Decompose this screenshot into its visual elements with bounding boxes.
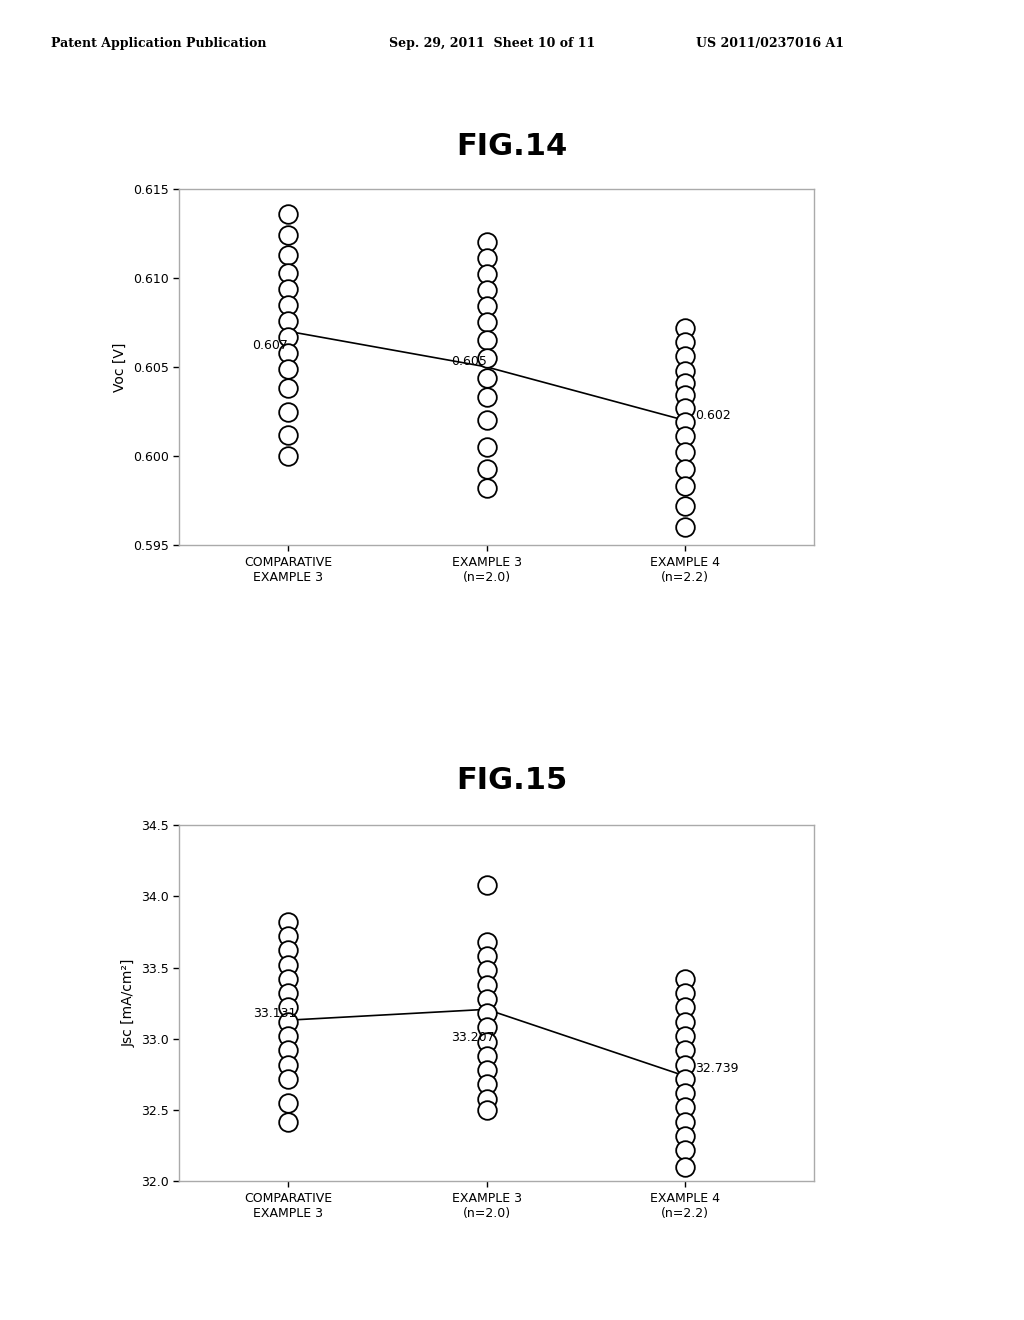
Point bbox=[281, 326, 297, 347]
Text: 32.739: 32.739 bbox=[695, 1063, 738, 1076]
Y-axis label: Voc [V]: Voc [V] bbox=[114, 342, 127, 392]
Point bbox=[478, 264, 495, 285]
Point bbox=[281, 244, 297, 265]
Point bbox=[677, 1011, 693, 1032]
Point bbox=[281, 1093, 297, 1114]
Point bbox=[281, 925, 297, 946]
Point bbox=[677, 372, 693, 393]
Point bbox=[478, 932, 495, 953]
Point bbox=[478, 367, 495, 388]
Point bbox=[281, 982, 297, 1003]
Point bbox=[677, 426, 693, 447]
Point bbox=[478, 409, 495, 430]
Point bbox=[677, 385, 693, 407]
Point bbox=[677, 1082, 693, 1104]
Point bbox=[478, 231, 495, 252]
Point bbox=[281, 954, 297, 975]
Text: 0.602: 0.602 bbox=[695, 409, 731, 421]
Text: Patent Application Publication: Patent Application Publication bbox=[51, 37, 266, 50]
Point bbox=[281, 294, 297, 315]
Point bbox=[677, 412, 693, 433]
Text: 0.605: 0.605 bbox=[451, 355, 486, 368]
Point bbox=[677, 475, 693, 496]
Point bbox=[478, 874, 495, 895]
Point bbox=[281, 969, 297, 990]
Point bbox=[281, 445, 297, 466]
Point bbox=[478, 1031, 495, 1052]
Point bbox=[677, 458, 693, 479]
Point bbox=[478, 330, 495, 351]
Point bbox=[281, 358, 297, 379]
Point bbox=[677, 516, 693, 537]
Point bbox=[281, 261, 297, 282]
Point bbox=[281, 1026, 297, 1047]
Point bbox=[478, 960, 495, 981]
Point bbox=[478, 1045, 495, 1067]
Point bbox=[281, 203, 297, 224]
Point bbox=[281, 424, 297, 445]
Point bbox=[478, 1088, 495, 1109]
Y-axis label: Jsc [mA/cm²]: Jsc [mA/cm²] bbox=[122, 960, 135, 1047]
Point bbox=[281, 342, 297, 363]
Point bbox=[478, 458, 495, 479]
Point bbox=[281, 997, 297, 1018]
Point bbox=[281, 401, 297, 422]
Text: FIG.14: FIG.14 bbox=[457, 132, 567, 161]
Point bbox=[677, 982, 693, 1003]
Point bbox=[677, 1156, 693, 1177]
Point bbox=[478, 1074, 495, 1096]
Text: FIG.15: FIG.15 bbox=[457, 766, 567, 795]
Point bbox=[677, 1068, 693, 1089]
Point bbox=[281, 1068, 297, 1089]
Text: US 2011/0237016 A1: US 2011/0237016 A1 bbox=[696, 37, 845, 50]
Point bbox=[677, 969, 693, 990]
Point bbox=[478, 1016, 495, 1038]
Point bbox=[677, 495, 693, 516]
Point bbox=[478, 989, 495, 1010]
Point bbox=[677, 1053, 693, 1074]
Point bbox=[478, 312, 495, 333]
Point bbox=[281, 279, 297, 300]
Point bbox=[677, 997, 693, 1018]
Point bbox=[677, 1040, 693, 1061]
Point bbox=[677, 317, 693, 338]
Point bbox=[281, 1111, 297, 1133]
Point bbox=[677, 442, 693, 463]
Point bbox=[677, 397, 693, 418]
Point bbox=[677, 360, 693, 381]
Point bbox=[677, 1111, 693, 1133]
Point bbox=[677, 1125, 693, 1146]
Point bbox=[478, 296, 495, 317]
Point bbox=[677, 346, 693, 367]
Point bbox=[478, 974, 495, 995]
Point bbox=[478, 1100, 495, 1121]
Point bbox=[281, 1011, 297, 1032]
Point bbox=[478, 347, 495, 368]
Text: 33.131: 33.131 bbox=[253, 1007, 296, 1019]
Point bbox=[281, 1040, 297, 1061]
Point bbox=[478, 1060, 495, 1081]
Point bbox=[281, 310, 297, 331]
Point bbox=[677, 1026, 693, 1047]
Text: Sep. 29, 2011  Sheet 10 of 11: Sep. 29, 2011 Sheet 10 of 11 bbox=[389, 37, 595, 50]
Text: 0.607: 0.607 bbox=[253, 339, 289, 352]
Text: 33.207: 33.207 bbox=[451, 1031, 495, 1044]
Point bbox=[478, 248, 495, 269]
Point bbox=[281, 378, 297, 399]
Point bbox=[281, 224, 297, 246]
Point bbox=[478, 945, 495, 966]
Point bbox=[677, 331, 693, 352]
Point bbox=[281, 940, 297, 961]
Point bbox=[677, 1139, 693, 1160]
Point bbox=[478, 280, 495, 301]
Point bbox=[478, 387, 495, 408]
Point bbox=[281, 911, 297, 932]
Point bbox=[281, 1053, 297, 1074]
Point bbox=[478, 478, 495, 499]
Point bbox=[478, 437, 495, 458]
Point bbox=[478, 1003, 495, 1024]
Point bbox=[677, 1097, 693, 1118]
